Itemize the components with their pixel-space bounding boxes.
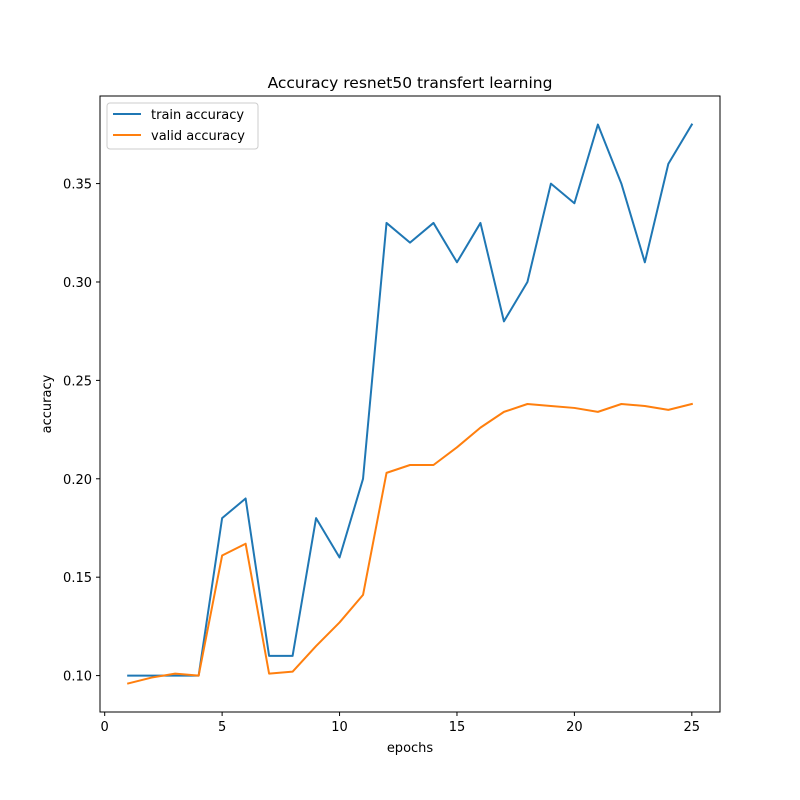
y-tick-label: 0.35 [63, 178, 92, 193]
x-tick-label: 20 [566, 720, 583, 735]
y-axis-ticks: 0.10 0.15 0.20 0.25 0.30 0.35 [63, 178, 100, 685]
chart-title: Accuracy resnet50 transfert learning [268, 74, 553, 92]
x-axis-ticks: 0 5 10 15 20 25 [101, 712, 701, 735]
y-tick-label: 0.15 [63, 571, 92, 586]
x-tick-label: 25 [684, 720, 701, 735]
y-axis-label: accuracy [40, 374, 55, 433]
x-tick-label: 0 [101, 720, 109, 735]
y-tick-label: 0.10 [63, 670, 92, 685]
series-lines [126, 123, 694, 685]
series-line-valid [126, 402, 694, 685]
x-tick-label: 10 [331, 720, 348, 735]
legend: train accuracy valid accuracy [106, 102, 259, 150]
x-tick-label: 15 [449, 720, 466, 735]
plot-frame [99, 95, 721, 713]
series-line-train [127, 123, 694, 677]
legend-label-valid: valid accuracy [151, 129, 245, 144]
legend-label-train: train accuracy [151, 108, 244, 123]
x-axis-label: epochs [387, 741, 434, 756]
y-tick-label: 0.20 [63, 473, 92, 488]
y-tick-label: 0.30 [63, 276, 92, 291]
y-tick-label: 0.25 [63, 374, 92, 389]
legend-box [106, 102, 259, 150]
x-tick-label: 5 [218, 720, 226, 735]
